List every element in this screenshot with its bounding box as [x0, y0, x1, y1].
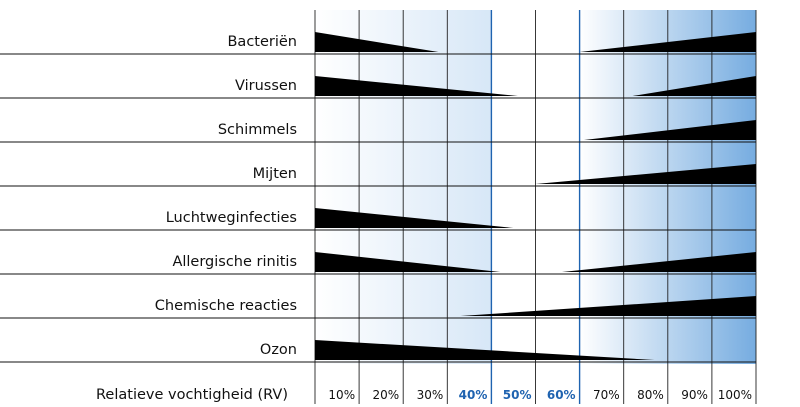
x-tick-label: 20% [373, 388, 400, 402]
row-label: Ozon [260, 342, 297, 358]
x-axis-label: Relatieve vochtigheid (RV) [96, 387, 288, 403]
x-tick-label: 40% [459, 388, 488, 402]
x-tick-label: 50% [503, 388, 532, 402]
risk-bar-low [315, 208, 514, 228]
x-tick-label: 70% [593, 388, 620, 402]
risk-bar-high [584, 120, 756, 140]
risk-bar-high [535, 164, 756, 184]
row-label: Luchtweginfecties [166, 210, 297, 226]
risk-bar-low [315, 76, 518, 96]
risk-bar-high [632, 76, 756, 96]
risk-bar-low [315, 252, 501, 272]
x-tick-label: 80% [637, 388, 664, 402]
row-label: Allergische rinitis [172, 254, 297, 270]
x-tick-label: 100% [718, 388, 752, 402]
risk-bar-high [460, 296, 756, 316]
risk-bar-high [561, 252, 756, 272]
row-label: Virussen [235, 78, 297, 94]
row-label: Mijten [253, 166, 297, 182]
risk-bar-low [315, 32, 439, 52]
x-tick-label: 30% [417, 388, 444, 402]
x-tick-label: 90% [681, 388, 708, 402]
risk-bar-high [579, 32, 756, 52]
x-tick-label: 10% [328, 388, 355, 402]
row-label: Schimmels [218, 122, 297, 138]
row-label: Bacteriën [227, 34, 297, 50]
row-label: Chemische reacties [155, 298, 297, 314]
x-tick-label: 60% [547, 388, 576, 402]
risk-bar-low [315, 340, 655, 360]
